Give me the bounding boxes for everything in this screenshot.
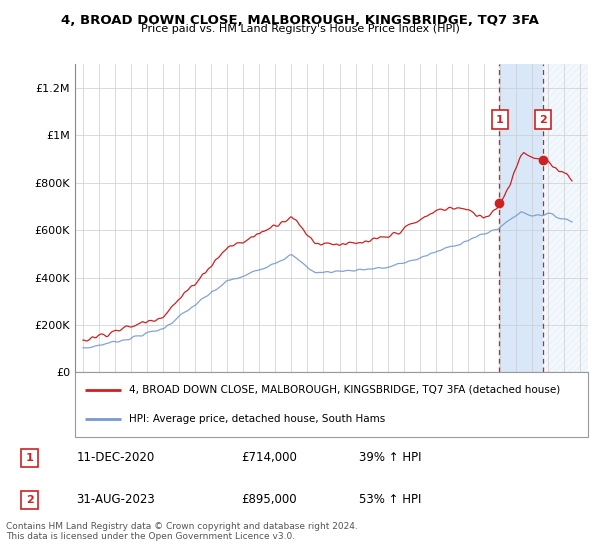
Text: 4, BROAD DOWN CLOSE, MALBOROUGH, KINGSBRIDGE, TQ7 3FA: 4, BROAD DOWN CLOSE, MALBOROUGH, KINGSBR…	[61, 14, 539, 27]
Text: 1: 1	[26, 453, 34, 463]
Text: £895,000: £895,000	[241, 493, 297, 506]
Text: HPI: Average price, detached house, South Hams: HPI: Average price, detached house, Sout…	[129, 414, 385, 424]
FancyBboxPatch shape	[75, 372, 588, 437]
Text: Price paid vs. HM Land Registry's House Price Index (HPI): Price paid vs. HM Land Registry's House …	[140, 24, 460, 34]
Text: Contains HM Land Registry data © Crown copyright and database right 2024.
This d: Contains HM Land Registry data © Crown c…	[6, 522, 358, 542]
Text: 11-DEC-2020: 11-DEC-2020	[77, 451, 155, 464]
Bar	[499, 64, 542, 372]
Text: 2: 2	[26, 495, 34, 505]
Text: 4, BROAD DOWN CLOSE, MALBOROUGH, KINGSBRIDGE, TQ7 3FA (detached house): 4, BROAD DOWN CLOSE, MALBOROUGH, KINGSBR…	[129, 385, 560, 395]
Text: 31-AUG-2023: 31-AUG-2023	[77, 493, 155, 506]
Bar	[542, 64, 588, 372]
Text: £714,000: £714,000	[241, 451, 297, 464]
Text: 2: 2	[539, 115, 547, 125]
Text: 39% ↑ HPI: 39% ↑ HPI	[359, 451, 421, 464]
Text: 53% ↑ HPI: 53% ↑ HPI	[359, 493, 421, 506]
Bar	[542, 64, 588, 372]
Text: 1: 1	[496, 115, 504, 125]
